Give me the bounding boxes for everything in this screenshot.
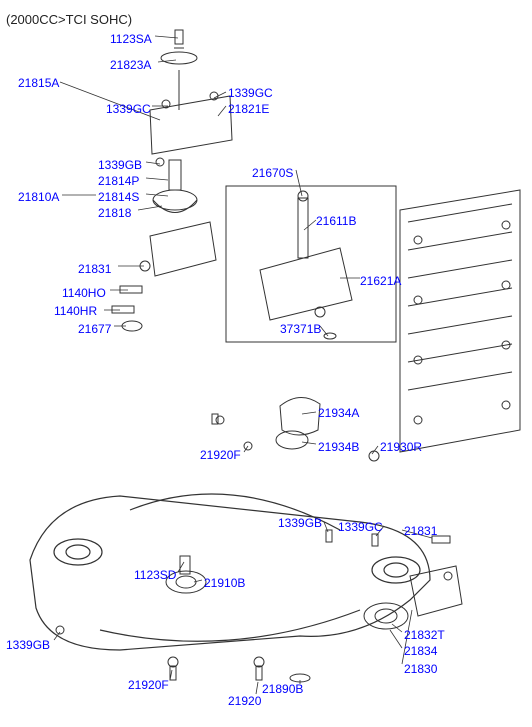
- partref-1339GC-c: 1339GC: [338, 520, 383, 534]
- partref-1339GB-b: 1339GB: [278, 516, 322, 530]
- partref-21890B: 21890B: [262, 682, 303, 696]
- partref-21934B: 21934B: [318, 440, 359, 454]
- partref-21814P: 21814P: [98, 174, 139, 188]
- partref-1339GC-b: 1339GC: [228, 86, 273, 100]
- partref-21611B: 21611B: [316, 214, 356, 228]
- partref-21920F-a: 21920F: [200, 448, 241, 462]
- partref-21930R: 21930R: [380, 440, 422, 454]
- diagram-root: (2000CC>TCI SOHC) 1123SA 21823A 21815A 1…: [0, 0, 532, 727]
- partref-1339GB-c: 1339GB: [6, 638, 50, 652]
- partref-21920: 21920: [228, 694, 261, 708]
- partref-21810A: 21810A: [18, 190, 59, 204]
- partref-21934A: 21934A: [318, 406, 359, 420]
- partref-1140HO: 1140HO: [62, 286, 106, 300]
- partref-37371B: 37371B: [280, 322, 321, 336]
- partref-21830: 21830: [404, 662, 437, 676]
- partref-21834: 21834: [404, 644, 437, 658]
- partref-21920F-b: 21920F: [128, 678, 169, 692]
- partref-21823A: 21823A: [110, 58, 151, 72]
- partref-21832T: 21832T: [404, 628, 445, 642]
- partref-21621A: 21621A: [360, 274, 401, 288]
- partref-21814S: 21814S: [98, 190, 139, 204]
- partref-1123SA: 1123SA: [110, 32, 152, 46]
- partref-21831-a: 21831: [78, 262, 111, 276]
- partref-21821E: 21821E: [228, 102, 269, 116]
- partref-21831-b: 21831: [404, 524, 437, 538]
- variant-title: (2000CC>TCI SOHC): [6, 12, 132, 27]
- partref-1339GB-a: 1339GB: [98, 158, 142, 172]
- partref-21910B: 21910B: [204, 576, 245, 590]
- partref-1339GC-a: 1339GC: [106, 102, 151, 116]
- partref-21815A: 21815A: [18, 76, 59, 90]
- partref-21818: 21818: [98, 206, 131, 220]
- partref-21670S: 21670S: [252, 166, 293, 180]
- partref-1140HR: 1140HR: [54, 304, 97, 318]
- partref-21677: 21677: [78, 322, 111, 336]
- partref-1123SD: 1123SD: [134, 568, 176, 582]
